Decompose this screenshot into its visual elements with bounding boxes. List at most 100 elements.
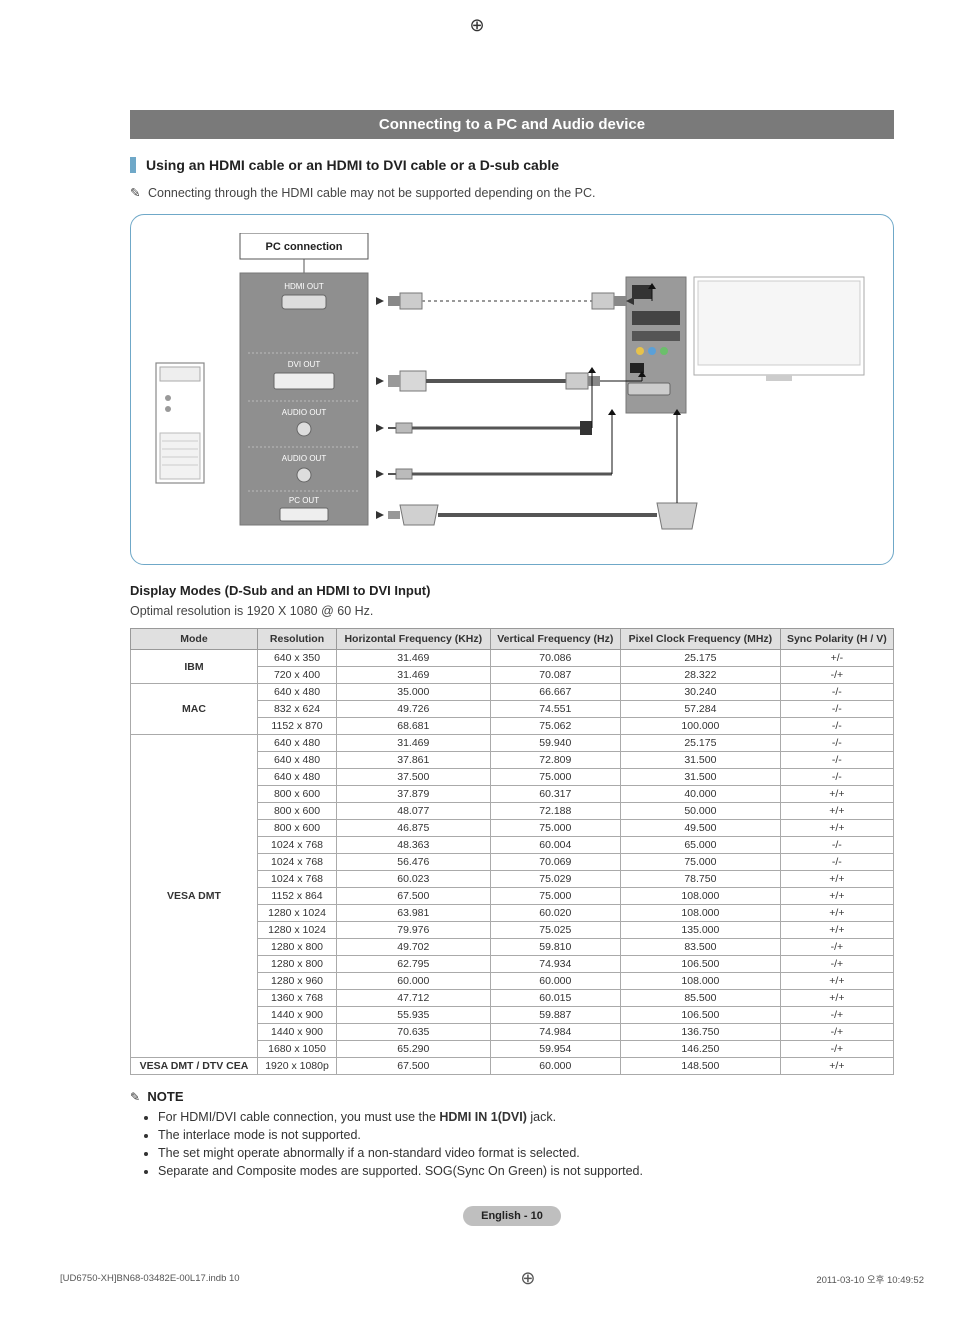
table-cell: 75.000 [490, 888, 621, 905]
table-cell: 59.940 [490, 735, 621, 752]
table-cell: 106.500 [621, 1007, 781, 1024]
table-cell: -/- [780, 718, 893, 735]
table-cell: 48.363 [337, 837, 490, 854]
jack-name: HDMI IN 1(DVI) [439, 1110, 527, 1124]
table-cell: +/+ [780, 905, 893, 922]
note-icon: ✎ [130, 1090, 140, 1104]
table-cell: 70.635 [337, 1024, 490, 1041]
table-cell: 60.020 [490, 905, 621, 922]
note-block: ✎ NOTE For HDMI/DVI cable connection, yo… [130, 1089, 894, 1178]
table-cell: 74.551 [490, 701, 621, 718]
table-cell: 56.476 [337, 854, 490, 871]
table-cell: 1024 x 768 [257, 854, 336, 871]
optimal-resolution-text: Optimal resolution is 1920 X 1080 @ 60 H… [130, 604, 894, 618]
table-cell: 31.469 [337, 735, 490, 752]
table-row: VESA DMT / DTV CEA1920 x 1080p67.50060.0… [131, 1058, 894, 1075]
table-cell: -/+ [780, 1024, 893, 1041]
table-cell: -/- [780, 854, 893, 871]
table-cell: 31.469 [337, 667, 490, 684]
table-cell: 60.015 [490, 990, 621, 1007]
page-number: English - 10 [130, 1208, 894, 1222]
table-cell: 75.062 [490, 718, 621, 735]
table-cell: 72.809 [490, 752, 621, 769]
table-cell: +/- [780, 650, 893, 667]
note-item: The interlace mode is not supported. [158, 1128, 894, 1142]
table-cell: 70.087 [490, 667, 621, 684]
table-cell: 70.069 [490, 854, 621, 871]
table-cell: +/+ [780, 871, 893, 888]
table-cell: 37.879 [337, 786, 490, 803]
table-cell: 108.000 [621, 888, 781, 905]
table-cell: 72.188 [490, 803, 621, 820]
table-cell: 75.000 [490, 769, 621, 786]
table-cell: 85.500 [621, 990, 781, 1007]
table-cell: 66.667 [490, 684, 621, 701]
table-cell: 1920 x 1080p [257, 1058, 336, 1075]
table-cell: +/+ [780, 803, 893, 820]
table-cell: 59.810 [490, 939, 621, 956]
table-header: Horizontal Frequency (KHz) [337, 629, 490, 650]
table-cell: 59.887 [490, 1007, 621, 1024]
table-cell: 60.000 [337, 973, 490, 990]
table-header: Resolution [257, 629, 336, 650]
table-cell: 25.175 [621, 650, 781, 667]
table-cell: 1280 x 960 [257, 973, 336, 990]
note-item: Separate and Composite modes are support… [158, 1164, 894, 1178]
note-line: ✎ Connecting through the HDMI cable may … [130, 185, 894, 200]
note-icon: ✎ [130, 186, 140, 200]
section-title-banner: Connecting to a PC and Audio device [130, 110, 894, 139]
table-cell: 640 x 480 [257, 735, 336, 752]
crop-mark-bottom-icon: ⊕ [520, 1268, 535, 1289]
note-list: For HDMI/DVI cable connection, you must … [158, 1110, 894, 1178]
table-cell: -/- [780, 752, 893, 769]
table-cell: 800 x 600 [257, 820, 336, 837]
table-cell: 640 x 480 [257, 684, 336, 701]
table-cell: 70.086 [490, 650, 621, 667]
table-cell: 75.025 [490, 922, 621, 939]
connection-diagram: PC connection HDMI OUT DVI OUT AUDIO OUT… [145, 233, 879, 543]
table-cell: 800 x 600 [257, 803, 336, 820]
table-cell: 75.000 [490, 820, 621, 837]
table-cell: 74.934 [490, 956, 621, 973]
table-cell: -/+ [780, 1007, 893, 1024]
footer-left: [UD6750-XH]BN68-03482E-00L17.indb 10 [60, 1273, 240, 1284]
footer-right: 2011-03-10 오후 10:49:52 [816, 1272, 924, 1286]
table-cell: 1440 x 900 [257, 1007, 336, 1024]
hdmi-out-label: HDMI OUT [284, 282, 324, 291]
table-cell: 1152 x 870 [257, 718, 336, 735]
note-title: NOTE [147, 1089, 183, 1104]
table-cell: -/- [780, 684, 893, 701]
table-row: VESA DMT640 x 48031.46959.94025.175-/- [131, 735, 894, 752]
table-row: MAC640 x 48035.00066.66730.240-/- [131, 684, 894, 701]
table-cell: 57.284 [621, 701, 781, 718]
table-cell: 79.976 [337, 922, 490, 939]
table-cell: 1360 x 768 [257, 990, 336, 1007]
table-cell: 65.290 [337, 1041, 490, 1058]
table-cell: 50.000 [621, 803, 781, 820]
table-cell: 37.861 [337, 752, 490, 769]
table-cell: -/- [780, 837, 893, 854]
table-cell: 40.000 [621, 786, 781, 803]
table-cell: 60.004 [490, 837, 621, 854]
dvi-out-label: DVI OUT [288, 360, 321, 369]
table-cell: 49.726 [337, 701, 490, 718]
page: Connecting to a PC and Audio device Usin… [0, 0, 954, 1262]
table-cell: 63.981 [337, 905, 490, 922]
table-cell: 28.322 [621, 667, 781, 684]
note-item: For HDMI/DVI cable connection, you must … [158, 1110, 894, 1124]
table-cell: 48.077 [337, 803, 490, 820]
table-cell: +/+ [780, 922, 893, 939]
table-cell: +/+ [780, 1058, 893, 1075]
table-cell: -/- [780, 735, 893, 752]
table-cell: 1152 x 864 [257, 888, 336, 905]
table-cell: 31.500 [621, 752, 781, 769]
table-cell: -/- [780, 769, 893, 786]
table-cell: -/- [780, 701, 893, 718]
mode-cell: VESA DMT [131, 735, 258, 1058]
table-cell: 146.250 [621, 1041, 781, 1058]
subheading: Using an HDMI cable or an HDMI to DVI ca… [130, 157, 894, 173]
pc-out-label: PC OUT [289, 496, 319, 505]
table-cell: -/+ [780, 1041, 893, 1058]
table-cell: 68.681 [337, 718, 490, 735]
mode-cell: VESA DMT / DTV CEA [131, 1058, 258, 1075]
